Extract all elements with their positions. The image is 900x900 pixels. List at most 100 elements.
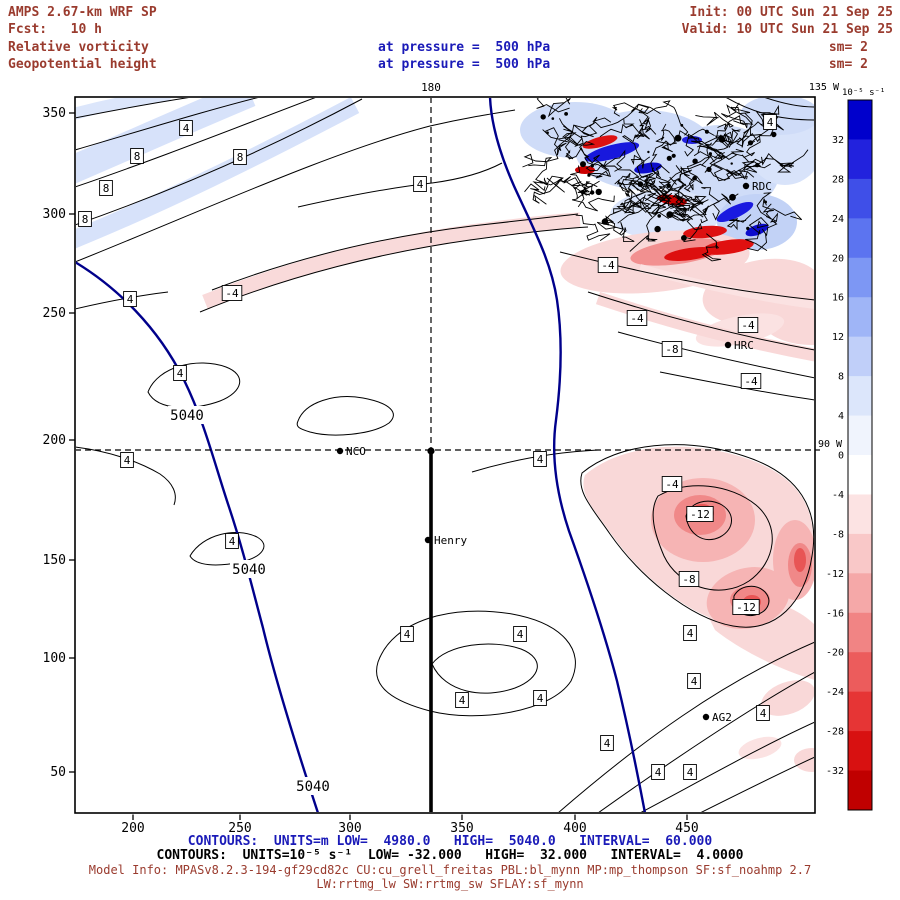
colorbar-segment [848, 533, 872, 574]
vorticity-shading-part [740, 98, 814, 135]
vorticity-label: 4 [417, 178, 424, 191]
height-label-mask [168, 406, 206, 424]
terrain-scribble-line [577, 180, 600, 196]
colorbar-tick-label: 20 [832, 253, 844, 264]
vorticity-contour-lines-part [297, 162, 503, 208]
height-contour-label: 5040 [232, 562, 266, 578]
field2-smoothing: sm= 2 [828, 57, 868, 72]
vorticity-shading-part [794, 748, 814, 772]
vorticity-contour-lines-part [199, 226, 589, 313]
vorticity-label-box [225, 533, 239, 549]
vorticity-label: 4 [537, 453, 544, 466]
vorticity-contour-lines-part [640, 721, 814, 812]
colorbar-segment [848, 612, 872, 653]
terrain-dot [681, 235, 687, 241]
terrain-dot [771, 131, 777, 138]
vorticity-label-box [687, 673, 701, 689]
colorbar-segment [848, 257, 872, 298]
vorticity-label-box [78, 211, 92, 227]
vorticity-label: 4 [177, 367, 184, 380]
vorticity-label: 8 [103, 182, 110, 195]
vorticity-label-box [661, 476, 683, 492]
vorticity-label-box [221, 285, 243, 301]
colorbar-tick-label: 32 [832, 135, 844, 146]
terrain-scribble-line [542, 129, 579, 146]
terrain-scribble-line [617, 199, 657, 224]
terrain-scribble-line [671, 194, 709, 211]
valid-time-label: Valid: 10 UTC Sun 21 Sep 25 [681, 22, 893, 37]
height-label-mask [230, 560, 268, 578]
vorticity-label: -4 [744, 375, 758, 388]
vorticity-contour-lines-part [76, 109, 516, 263]
map-frame [74, 96, 816, 814]
terrain-dot [590, 164, 594, 168]
vorticity-shading-part [794, 548, 806, 572]
colorbar-tick-label: -12 [826, 569, 844, 580]
colorbar: 32 28 24 20 16 12 8 4 0 -4 -8 -12 -16 -20 -24 -28 -32 10⁻… [826, 88, 885, 811]
terrain-scribble-line [634, 118, 657, 140]
terrain-scribble-line [622, 124, 645, 169]
vorticity-label-box [683, 625, 697, 641]
field1-level: at pressure = 500 hPa [378, 40, 551, 55]
terrain-dot [654, 225, 661, 233]
colorbar-segment [848, 455, 872, 495]
colorbar-units: 10⁻⁵ s⁻¹ [842, 88, 885, 98]
vorticity-contour-lines-part [598, 671, 814, 812]
terrain-scribble-line [644, 171, 675, 219]
vorticity-contour-lines-part [211, 213, 579, 291]
vorticity-contour-lines-part [617, 331, 814, 379]
vorticity-contour-lines-part [431, 643, 538, 694]
model-title: AMPS 2.67-km WRF SP [8, 5, 157, 20]
terrain-dot [730, 162, 733, 165]
terrain-dot [747, 140, 754, 146]
vorticity-label: -8 [682, 573, 695, 586]
y-axis-tick-label: 350 [43, 106, 66, 121]
vorticity-label: -4 [225, 287, 239, 300]
y-axis-tick-label: 100 [43, 651, 66, 666]
vorticity-label-box [763, 114, 777, 130]
axis-labels: 200 250 300 350 400 4503503002502001501005018… [43, 81, 844, 836]
colorbar-segment [848, 218, 872, 259]
colorbar-segment [848, 297, 872, 338]
y-axis-tick-label: 150 [43, 553, 66, 568]
vorticity-contour-lines-part [659, 371, 814, 401]
terrain-dot [692, 175, 697, 181]
vorticity-label: 4 [537, 692, 544, 705]
vorticity-label-box [413, 176, 427, 192]
vorticity-label-box [120, 452, 134, 468]
intense-vorticity-streaks-part [582, 135, 618, 149]
vorticity-contour-lines-part [76, 98, 189, 119]
terrain-scribble-line [599, 119, 635, 138]
terrain-scribble-line [522, 153, 548, 192]
colorbar-segment [848, 415, 872, 456]
terrain-dot [680, 123, 684, 127]
vorticity-contour-lines-part [587, 291, 814, 351]
vorticity-shading-part [761, 680, 814, 716]
field2-level: at pressure = 500 hPa [378, 57, 551, 72]
vorticity-label-box [597, 257, 619, 273]
colorbar-tick-label: 0 [838, 451, 844, 462]
terrain-scribble-line [628, 179, 662, 197]
height-contour-label: 5040 [296, 779, 330, 795]
terrain-scribble-line [743, 128, 775, 159]
station-markers: RDC HRC NCO Henry AG2 [336, 180, 772, 724]
vorticity-contour-lines-part [296, 396, 394, 436]
height-contour-label: 5040 [170, 408, 204, 424]
vorticity-label: 4 [459, 694, 466, 707]
vorticity-label: 4 [691, 675, 698, 688]
colorbar-tick-label: 4 [838, 411, 844, 422]
vorticity-label-box [233, 149, 247, 165]
vorticity-label-box [600, 735, 614, 751]
model-info-line1: Model Info: MPASv8.2.3-194-gf29cd82c CU:… [88, 863, 812, 877]
x-axis-tick-label: 350 [450, 821, 473, 836]
x-axis-tick-label: 250 [228, 821, 251, 836]
vorticity-label-box [756, 705, 770, 721]
vorticity-contour-lines-part [559, 251, 814, 301]
terrain-dot [551, 117, 555, 120]
terrain-dot [708, 152, 713, 156]
terrain-dot [647, 150, 650, 154]
vorticity-shading-part [202, 212, 581, 309]
terrain-scribble-line [726, 214, 752, 231]
